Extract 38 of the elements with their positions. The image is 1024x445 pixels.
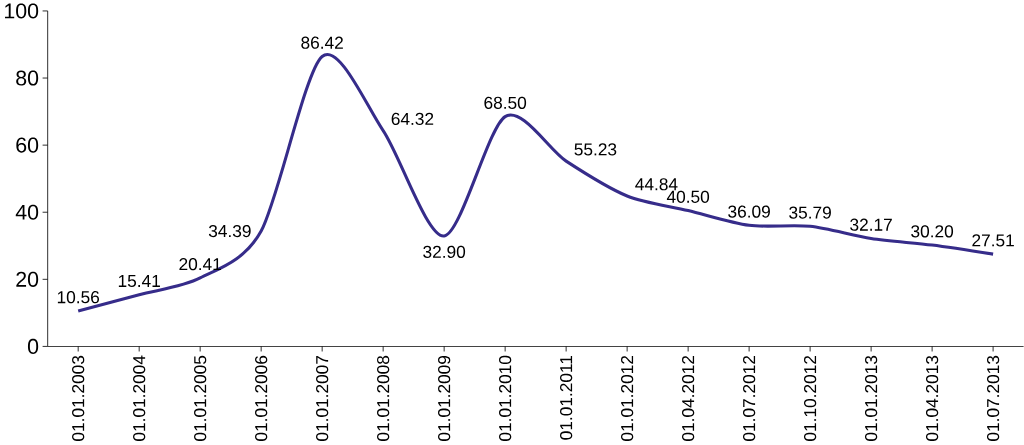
x-tick-label: 01.01.2006 (255, 355, 268, 441)
x-tick-label: 01.01.2013 (864, 355, 878, 441)
x-tick-label: 01.01.2011 (560, 355, 573, 440)
x-tick-label: 01.01.2012 (621, 355, 634, 441)
y-tick-label: 80 (16, 70, 39, 86)
x-tick-label: 01.01.2009 (438, 355, 451, 441)
x-tick-label: 01.01.2010 (499, 355, 512, 441)
x-tick-label: 01.01.2007 (316, 355, 329, 441)
data-label: 36.09 (728, 205, 770, 218)
x-tick-label: 01.01.2008 (377, 355, 390, 441)
data-label: 32.90 (423, 245, 466, 258)
x-tick-label: 01.01.2003 (72, 355, 85, 441)
data-label: 27.51 (972, 234, 1014, 247)
x-tick-label: 01.01.2005 (194, 355, 207, 441)
data-label: 35.79 (789, 206, 831, 219)
data-label: 34.39 (208, 224, 251, 238)
data-label: 30.20 (911, 225, 954, 238)
data-label: 20.41 (179, 258, 221, 271)
data-label: 15.41 (118, 275, 160, 288)
x-tick-label: 01.04.2012 (682, 355, 695, 441)
data-label: 10.56 (57, 291, 100, 304)
y-tick-label: 40 (15, 204, 39, 220)
data-label: 32.17 (850, 218, 892, 231)
data-label: 86.42 (301, 36, 343, 49)
x-tick-label: 01.07.2013 (986, 355, 1000, 441)
y-tick-label: 0 (27, 338, 39, 354)
data-label: 44.84 (635, 178, 678, 191)
x-tick-label: 01.01.2004 (133, 355, 146, 441)
x-tick-label: 01.07.2012 (743, 355, 756, 441)
x-tick-label: 01.04.2013 (925, 355, 939, 441)
y-tick-label: 100 (5, 3, 39, 19)
data-label: 40.50 (666, 190, 710, 203)
y-tick-label: 60 (16, 137, 39, 153)
data-label: 64.32 (391, 112, 434, 126)
y-tick-label: 20 (16, 271, 39, 287)
data-label: 68.50 (484, 96, 527, 109)
x-tick-label: 01.10.2012 (804, 355, 817, 441)
data-label: 55.23 (574, 143, 617, 156)
